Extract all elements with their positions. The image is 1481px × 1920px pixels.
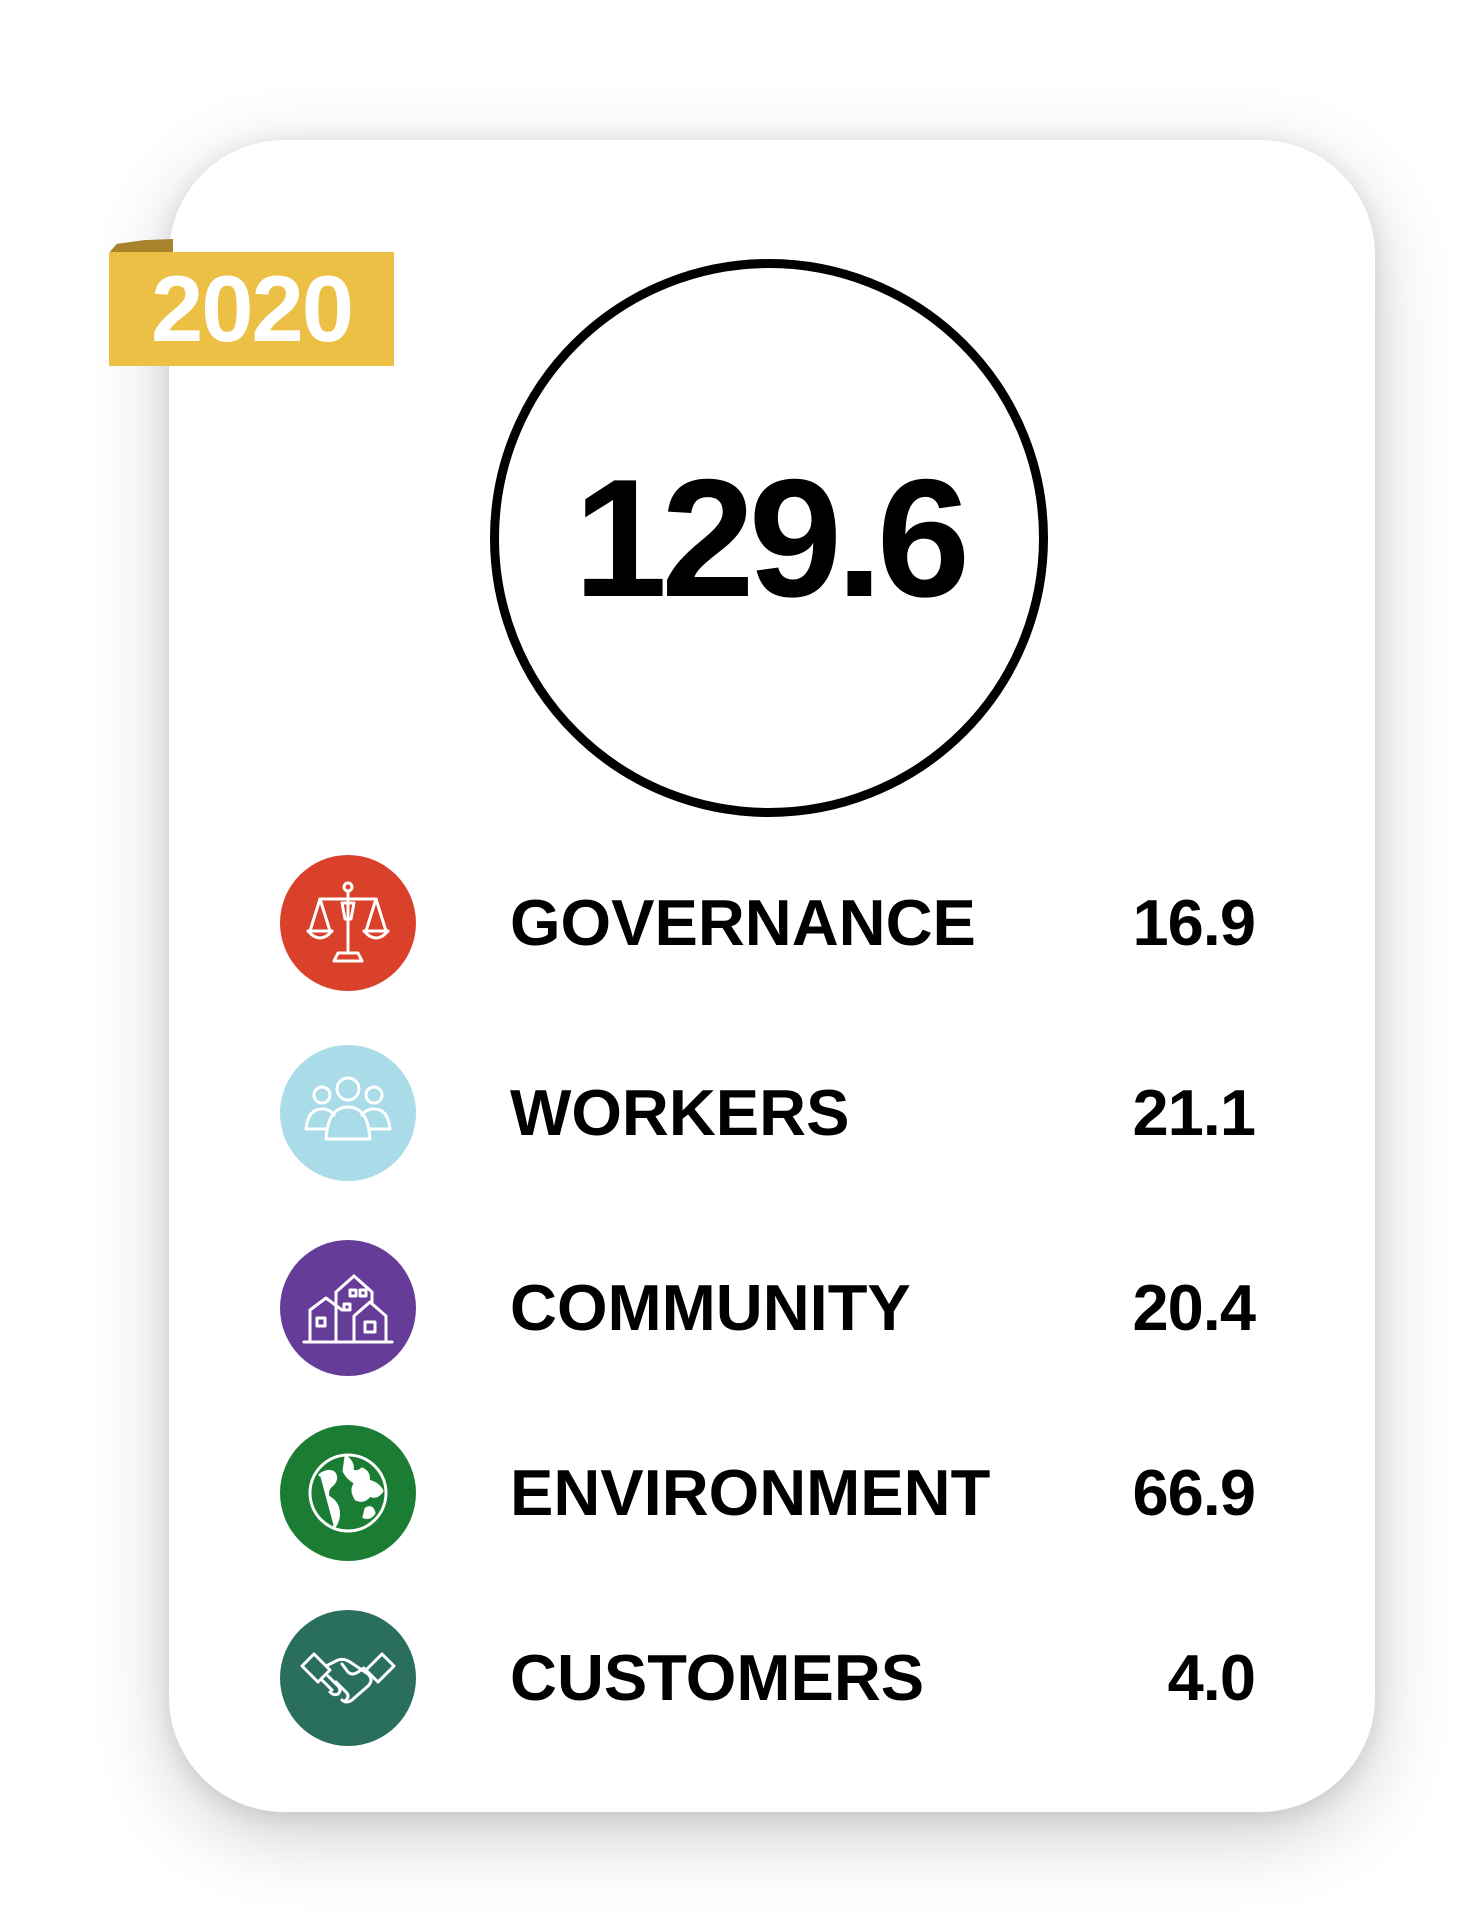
- category-row-workers: WORKERS 21.1: [280, 1045, 1256, 1185]
- category-label: WORKERS: [510, 1076, 850, 1149]
- category-value: 16.9: [1132, 886, 1256, 959]
- overall-score: 129.6: [573, 443, 970, 632]
- category-row-environment: ENVIRONMENT 66.9: [280, 1425, 1256, 1565]
- category-value: 20.4: [1132, 1271, 1256, 1344]
- category-label: ENVIRONMENT: [510, 1456, 991, 1529]
- ribbon-fold: [109, 239, 173, 253]
- category-label: COMMUNITY: [510, 1271, 911, 1344]
- handshake-icon: [280, 1610, 416, 1746]
- buildings-icon: [280, 1240, 416, 1376]
- category-row-customers: CUSTOMERS 4.0: [280, 1610, 1256, 1750]
- year-badge: 2020: [109, 252, 394, 366]
- category-row-community: COMMUNITY 20.4: [280, 1240, 1256, 1380]
- overall-score-circle: 129.6: [490, 259, 1048, 817]
- category-value: 21.1: [1132, 1076, 1256, 1149]
- category-label: CUSTOMERS: [510, 1641, 925, 1714]
- category-row-governance: GOVERNANCE 16.9: [280, 855, 1256, 995]
- people-group-icon: [280, 1045, 416, 1181]
- category-value: 4.0: [1167, 1641, 1256, 1714]
- globe-icon: [280, 1425, 416, 1561]
- category-value: 66.9: [1132, 1456, 1256, 1529]
- category-label: GOVERNANCE: [510, 886, 976, 959]
- scales-of-justice-icon: [280, 855, 416, 991]
